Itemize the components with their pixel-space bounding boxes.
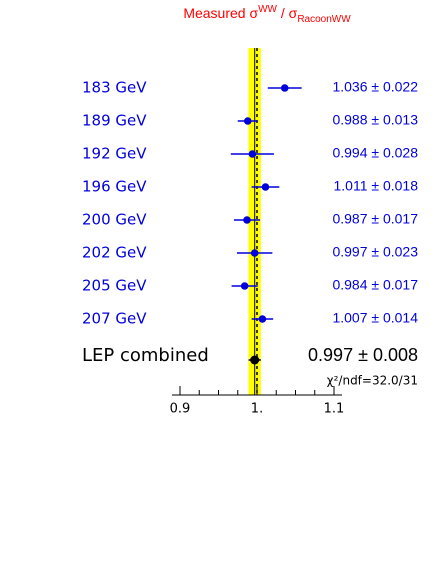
- annotation: χ²/ndf=32.0/31: [327, 374, 418, 388]
- point: [243, 117, 252, 125]
- title-part: Measured σ: [183, 5, 258, 21]
- title-part: / σ: [277, 5, 298, 21]
- point: [261, 183, 270, 191]
- point: [280, 84, 289, 92]
- point: [243, 216, 251, 224]
- combined-point: [250, 355, 260, 365]
- point: [240, 282, 249, 290]
- category-label: 189 GeV: [82, 112, 147, 130]
- title-part: RacoonWW: [297, 14, 351, 25]
- combined-label: LEP combined: [82, 345, 209, 366]
- category-label: 202 GeV: [82, 244, 147, 262]
- value-label: 0.988 ± 0.013: [332, 112, 418, 128]
- value-label: 0.997 ± 0.023: [332, 244, 418, 260]
- category-label: 192 GeV: [82, 145, 147, 163]
- x-tick-label: 1.1: [324, 402, 345, 417]
- category-label: 200 GeV: [82, 211, 147, 229]
- point: [250, 249, 259, 257]
- chart-title: Measured σWW / σRacoonWW: [183, 4, 351, 25]
- value-label: 0.994 ± 0.028: [332, 145, 418, 161]
- x-tick-label: 0.9: [170, 402, 191, 417]
- point: [248, 150, 257, 158]
- x-tick-label: 1.: [251, 402, 263, 417]
- value-label: 1.011 ± 0.018: [334, 178, 419, 194]
- value-label: 0.987 ± 0.017: [332, 211, 418, 227]
- value-label: 1.007 ± 0.014: [332, 310, 418, 326]
- category-label: 196 GeV: [82, 178, 147, 196]
- category-label: 207 GeV: [82, 310, 147, 328]
- category-label: 205 GeV: [82, 277, 147, 295]
- combined-value-label: 0.997 ± 0.008: [308, 345, 418, 365]
- category-label: 183 GeV: [82, 79, 147, 97]
- value-label: 0.984 ± 0.017: [332, 277, 418, 293]
- title-part: WW: [258, 4, 277, 15]
- point: [258, 315, 267, 323]
- value-label: 1.036 ± 0.022: [332, 79, 418, 95]
